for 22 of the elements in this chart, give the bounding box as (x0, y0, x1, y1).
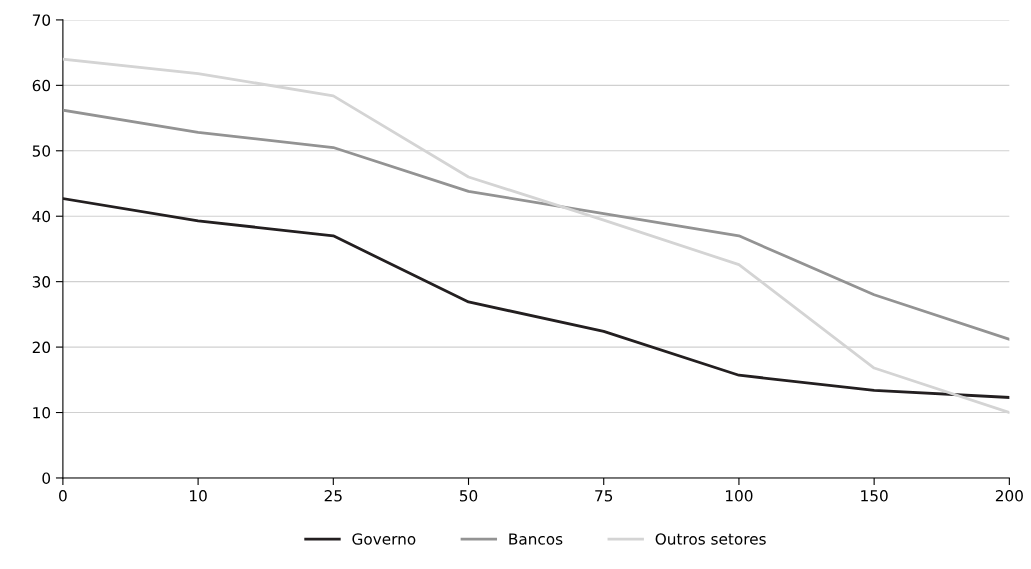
x-tick-label: 200 (995, 490, 1023, 502)
y-tick-label: 60 (32, 79, 51, 92)
y-tick-label: 50 (32, 145, 51, 157)
line-series (62, 108, 1010, 341)
x-tick-label: 25 (324, 490, 342, 502)
y-tick-label: 0 (42, 472, 51, 484)
x-tick-label: 100 (726, 490, 753, 502)
x-tick-label: 50 (459, 490, 478, 502)
x-tick-label: 0 (59, 490, 67, 502)
y-tick-label: 20 (32, 341, 51, 354)
x-tick-label: 10 (190, 490, 207, 502)
y-tick-label: 10 (33, 406, 51, 419)
line-series (62, 197, 1010, 399)
legend-label: Outros setores (655, 533, 766, 545)
legend-label: Governo (352, 533, 416, 545)
line-series (62, 57, 1010, 414)
legend-label: Bancos (509, 533, 563, 545)
y-tick-label: 70 (32, 14, 51, 26)
x-tick-label: 150 (861, 490, 888, 502)
y-tick-label: 30 (32, 276, 51, 288)
y-tick-label: 40 (32, 210, 51, 223)
x-tick-label: 75 (595, 490, 613, 502)
